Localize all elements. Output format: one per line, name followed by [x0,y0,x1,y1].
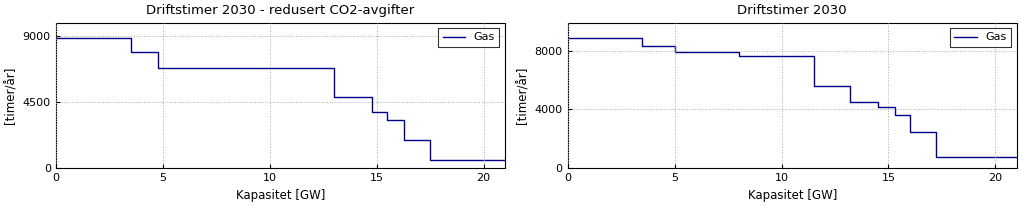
Gas [381,118,393,121]
Gas [398,139,410,142]
Gas [872,105,884,108]
Gas [669,45,681,47]
Gas [733,51,745,53]
Gas [499,158,512,161]
Gas [424,139,436,142]
Y-axis label: [timer/år]: [timer/år] [4,67,17,124]
Gas [125,51,137,53]
Gas [1011,155,1021,158]
Title: Driftstimer 2030 - redusert CO2-avgifter: Driftstimer 2030 - redusert CO2-avgifter [146,4,415,17]
Gas [872,101,884,103]
Gas [888,105,901,108]
Gas [733,55,745,58]
Line: Gas: Gas [56,38,505,160]
Gas [125,37,137,39]
Legend: Gas: Gas [438,28,499,47]
X-axis label: Kapasitet [GW]: Kapasitet [GW] [236,189,325,202]
Gas [367,111,379,114]
Gas [152,67,164,69]
Gas [929,130,941,133]
Gas [843,85,856,87]
Gas [562,37,574,39]
Gas [669,51,681,53]
Gas [328,67,340,69]
Gas [381,111,393,114]
Gas [424,158,436,161]
Gas [636,45,648,47]
Gas [904,114,916,117]
Gas [808,55,820,58]
Gas [843,101,856,103]
Gas [929,155,941,158]
Gas [888,114,901,117]
Gas [328,96,340,98]
Gas [398,118,410,121]
Y-axis label: [timer/år]: [timer/år] [516,67,529,124]
Gas [152,51,164,53]
Title: Driftstimer 2030: Driftstimer 2030 [737,4,847,17]
Legend: Gas: Gas [950,28,1011,47]
X-axis label: Kapasitet [GW]: Kapasitet [GW] [747,189,837,202]
Gas [636,37,648,39]
Gas [808,85,820,87]
Gas [904,130,916,133]
Gas [367,96,379,98]
Gas [50,37,62,39]
Line: Gas: Gas [568,38,1017,157]
